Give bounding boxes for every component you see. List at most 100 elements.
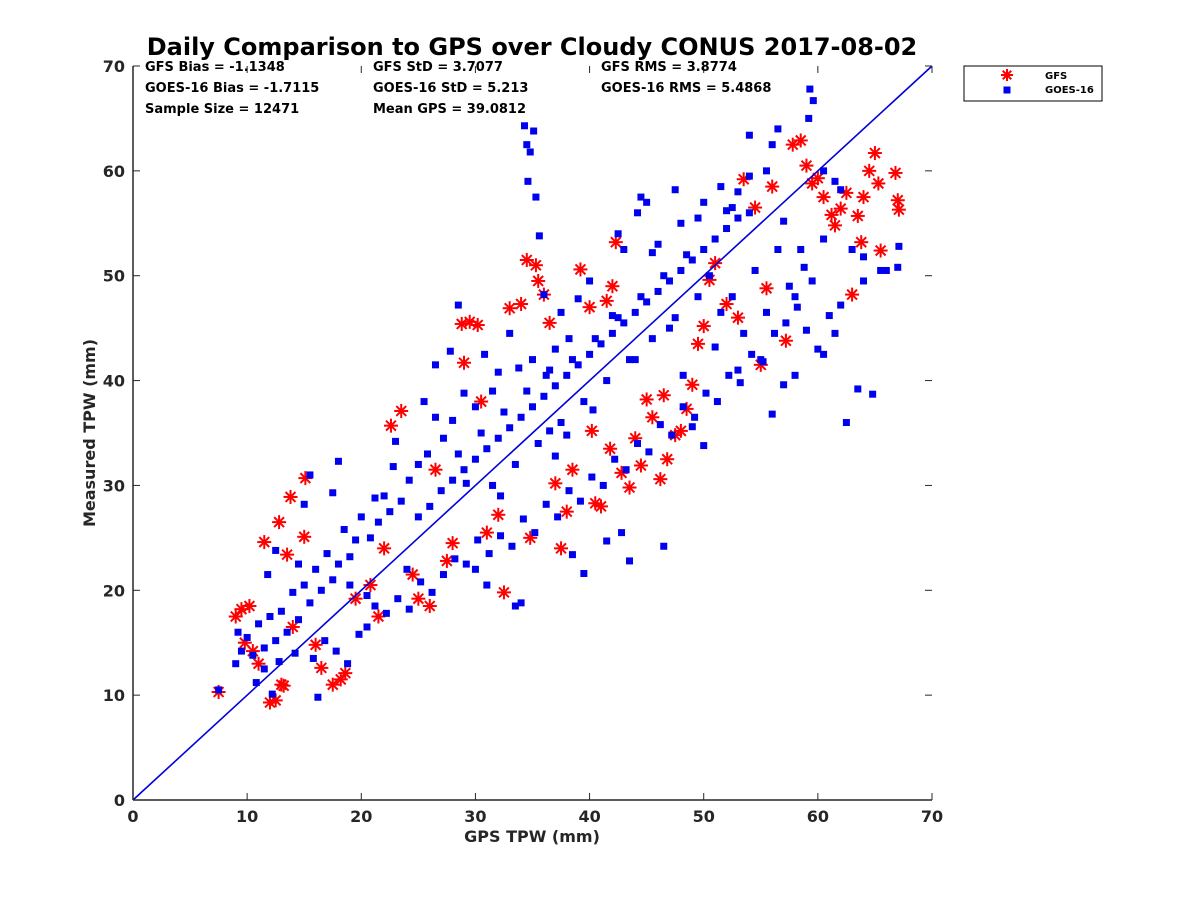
goes16-point bbox=[446, 347, 454, 355]
goes16-point bbox=[554, 513, 562, 521]
gfs-point bbox=[799, 158, 814, 173]
goes16-point bbox=[723, 207, 731, 215]
gfs-point bbox=[730, 310, 745, 325]
goes16-point bbox=[631, 356, 639, 364]
gfs-point bbox=[639, 392, 654, 407]
goes16-point bbox=[260, 644, 268, 652]
goes16-point bbox=[700, 442, 708, 450]
gfs-point bbox=[297, 529, 312, 544]
goes16-point bbox=[631, 308, 639, 316]
gfs-point bbox=[708, 256, 723, 271]
goes16-point bbox=[705, 272, 713, 280]
goes16-point bbox=[837, 186, 845, 194]
goes16-point bbox=[380, 492, 388, 500]
goes16-point bbox=[497, 532, 505, 540]
gfs-point bbox=[871, 176, 886, 191]
goes16-point bbox=[346, 581, 354, 589]
goes16-point bbox=[768, 141, 776, 149]
goes16-point bbox=[431, 361, 439, 369]
goes16-point bbox=[711, 343, 719, 351]
goes16-point bbox=[626, 356, 634, 364]
goes16-point bbox=[660, 272, 668, 280]
goes16-point bbox=[530, 127, 538, 135]
goes16-point bbox=[334, 457, 342, 465]
y-tick-label: 30 bbox=[103, 476, 125, 495]
y-tick-label: 60 bbox=[103, 162, 125, 181]
gfs-point bbox=[519, 252, 534, 267]
goes16-point bbox=[603, 537, 611, 545]
legend-gfs-asterisk bbox=[1001, 69, 1013, 81]
goes16-point bbox=[854, 385, 862, 393]
x-axis-label: GPS TPW (mm) bbox=[464, 827, 600, 846]
stat-gfs-std: GFS StD = 3.7077 bbox=[373, 60, 503, 75]
goes16-point bbox=[414, 513, 422, 521]
gfs-point bbox=[890, 193, 905, 208]
goes16-point bbox=[800, 263, 808, 271]
goes16-point bbox=[622, 466, 630, 474]
goes16-point bbox=[711, 235, 719, 243]
goes16-point bbox=[762, 308, 770, 316]
goes16-point bbox=[524, 177, 532, 185]
x-ticks: 0 10 20 30 40 50 60 70 bbox=[127, 66, 943, 826]
gfs-point bbox=[439, 553, 454, 568]
goes16-point bbox=[272, 637, 280, 645]
goes16-point bbox=[745, 172, 753, 180]
stat-gfs-bias: GFS Bias = -1.1348 bbox=[145, 60, 285, 75]
goes16-point bbox=[386, 508, 394, 516]
goes16-point bbox=[791, 293, 799, 301]
goes16-point bbox=[745, 209, 753, 217]
goes16-point bbox=[485, 550, 493, 558]
goes16-point bbox=[774, 246, 782, 253]
goes16-point bbox=[474, 536, 482, 544]
legend-marker-goes16 bbox=[1003, 86, 1011, 94]
y-ticks: 0 10 20 30 40 50 60 70 bbox=[103, 57, 932, 810]
goes16-point bbox=[344, 660, 352, 668]
goes16-point bbox=[565, 335, 573, 343]
goes16-point bbox=[334, 560, 342, 568]
goes16-point bbox=[611, 455, 619, 463]
goes16-point bbox=[252, 679, 260, 687]
goes16-point bbox=[494, 434, 502, 442]
goes16-point bbox=[277, 607, 285, 615]
y-tick-label: 40 bbox=[103, 372, 125, 391]
legend: GFS GOES-16 bbox=[963, 65, 1103, 102]
goes16-point bbox=[671, 314, 679, 322]
plot-area bbox=[132, 65, 933, 801]
gfs-point bbox=[338, 666, 353, 681]
gfs-point bbox=[371, 609, 386, 624]
goes16-point bbox=[551, 452, 559, 460]
gfs-point bbox=[653, 472, 668, 487]
goes16-point bbox=[309, 654, 317, 662]
goes16-point bbox=[454, 301, 462, 309]
goes16-point bbox=[471, 565, 479, 573]
goes16-point bbox=[563, 431, 571, 439]
goes16-point bbox=[665, 324, 673, 332]
goes16-point bbox=[740, 329, 748, 337]
gfs-point bbox=[673, 423, 688, 438]
goes16-point bbox=[405, 476, 413, 484]
goes16-point bbox=[620, 319, 628, 327]
goes16-point bbox=[451, 555, 459, 563]
goes16-point bbox=[860, 253, 868, 261]
goes16-point bbox=[352, 536, 360, 544]
goes16-point bbox=[882, 266, 890, 274]
goes16-point bbox=[713, 398, 721, 406]
gfs-point bbox=[873, 243, 888, 258]
goes16-point bbox=[694, 214, 702, 222]
goes16-point bbox=[691, 413, 699, 421]
goes16-point bbox=[268, 690, 276, 698]
goes16-point bbox=[439, 434, 447, 442]
goes16-point bbox=[521, 122, 529, 130]
goes16-point bbox=[751, 266, 759, 274]
goes16-point bbox=[634, 439, 642, 447]
gfs-point bbox=[827, 218, 842, 233]
goes16-point bbox=[529, 403, 536, 411]
goes16-point bbox=[608, 329, 616, 337]
goes16-point bbox=[260, 665, 268, 673]
goes16-point bbox=[462, 479, 470, 487]
stat-goes16-rms: GOES-16 RMS = 5.4868 bbox=[601, 81, 771, 96]
stat-goes16-bias: GOES-16 Bias = -1.7115 bbox=[145, 81, 319, 96]
gfs-point bbox=[474, 394, 489, 409]
goes16-point bbox=[688, 423, 696, 431]
